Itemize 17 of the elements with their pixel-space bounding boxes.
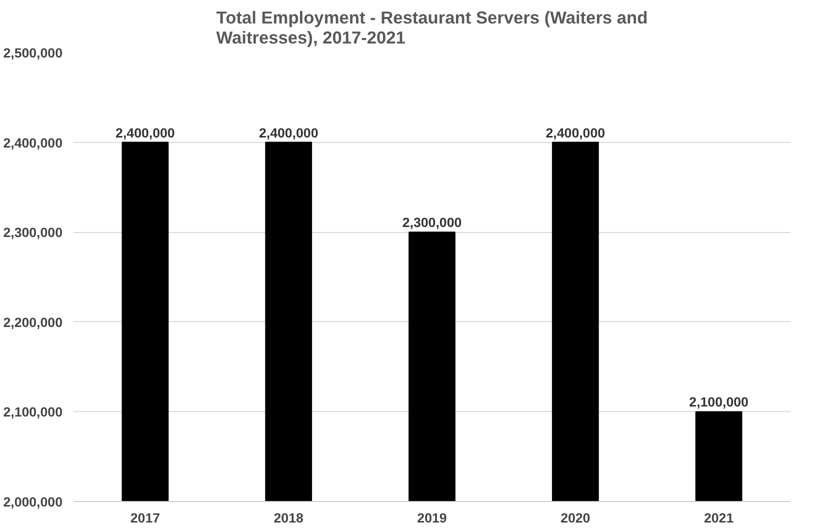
y-tick-label: 2,100,000 [3, 404, 63, 420]
x-tick-label: 2021 [704, 510, 734, 526]
x-tick-label: 2017 [130, 510, 160, 526]
data-label: 2,400,000 [546, 125, 606, 140]
chart-title: Total Employment - Restaurant Servers (Waiters and Waitresses), 2017-2021 [216, 8, 648, 48]
y-tick-label: 2,500,000 [3, 46, 63, 60]
data-label: 2,300,000 [402, 215, 462, 230]
y-tick-label: 2,200,000 [3, 314, 63, 330]
y-tick-label: 2,300,000 [3, 225, 63, 240]
data-label: 2,400,000 [258, 125, 318, 140]
data-label: 2,100,000 [689, 394, 748, 410]
data-label: 2,400,000 [116, 125, 175, 140]
x-tick-label: 2018 [274, 510, 304, 526]
x-tick-label: 2019 [417, 510, 447, 526]
x-tick-label: 2020 [560, 510, 590, 526]
y-tick-label: 2,400,000 [3, 135, 63, 150]
y-tick-label: 2,000,000 [3, 494, 63, 510]
